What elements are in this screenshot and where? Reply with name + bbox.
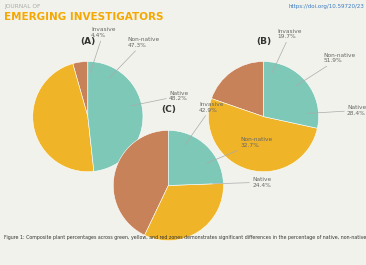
Text: EMERGING INVESTIGATORS: EMERGING INVESTIGATORS — [4, 12, 164, 22]
Title: (C): (C) — [161, 105, 176, 114]
Text: Native
48.2%: Native 48.2% — [131, 91, 188, 106]
Text: Figure 1: Composite plant percentages across green, yellow, and red zones demons: Figure 1: Composite plant percentages ac… — [4, 235, 366, 240]
Wedge shape — [168, 130, 223, 186]
Wedge shape — [208, 99, 317, 172]
Text: Non-native
51.9%: Non-native 51.9% — [295, 53, 356, 86]
Title: (B): (B) — [256, 37, 271, 46]
Text: https://doi.org/10.59720/23: https://doi.org/10.59720/23 — [288, 4, 364, 9]
Text: Non-native
47.3%: Non-native 47.3% — [109, 37, 160, 78]
Text: JOURNAL OF: JOURNAL OF — [4, 4, 41, 9]
Text: Non-native
32.7%: Non-native 32.7% — [206, 137, 273, 163]
Wedge shape — [212, 61, 264, 117]
Wedge shape — [33, 64, 94, 172]
Text: Native
28.4%: Native 28.4% — [307, 105, 366, 116]
Wedge shape — [73, 61, 88, 117]
Text: Invasive
4.4%: Invasive 4.4% — [90, 28, 116, 73]
Text: Invasive
42.9%: Invasive 42.9% — [185, 102, 224, 145]
Wedge shape — [113, 130, 168, 235]
Wedge shape — [145, 183, 224, 241]
Text: Native
24.4%: Native 24.4% — [212, 177, 271, 188]
Wedge shape — [264, 61, 319, 128]
Title: (A): (A) — [80, 37, 96, 46]
Wedge shape — [88, 61, 143, 171]
Text: Invasive
19.7%: Invasive 19.7% — [272, 29, 302, 73]
